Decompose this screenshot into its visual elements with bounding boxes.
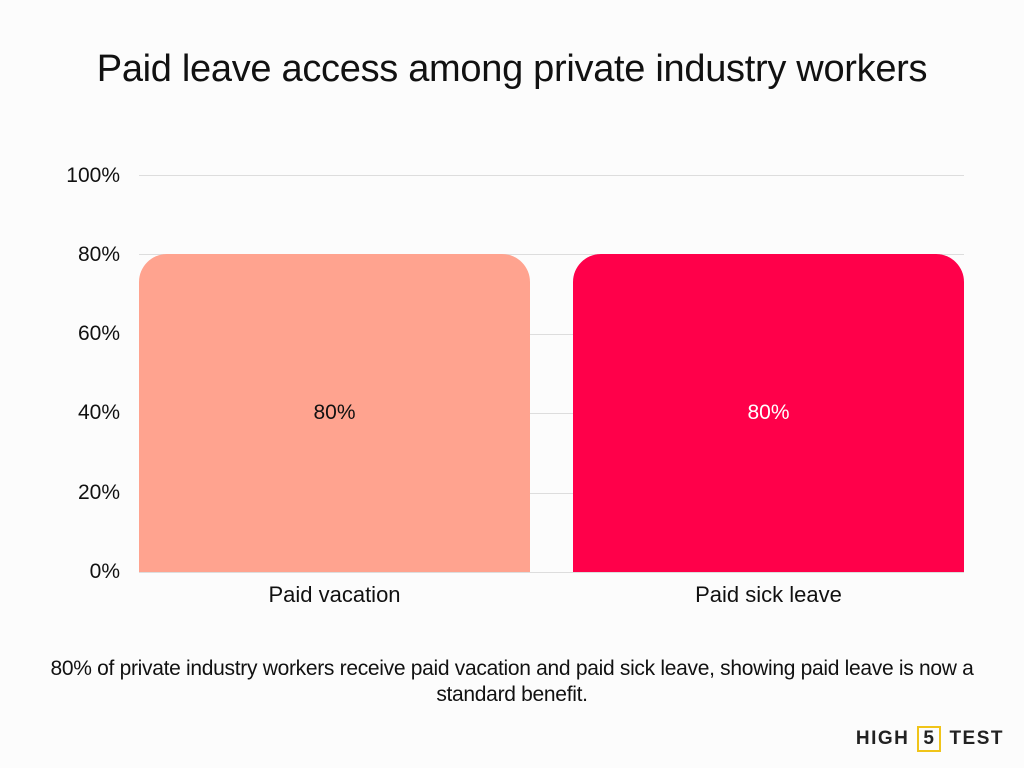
gridline-100 [139,175,964,176]
y-tick-label: 20% [77,481,120,504]
y-tick-label: 40% [77,401,120,424]
chart-caption: 80% of private industry workers receive … [50,657,974,706]
bar-paid-vacation: 80% [139,254,530,572]
gridline-40 [139,413,964,414]
brand-logo: HIGH 5 TEST [856,726,1004,752]
logo-text-left: HIGH [855,728,910,749]
y-tick-label: 60% [77,322,120,345]
logo-text-right: TEST [949,728,1004,749]
bar-paid-sick-leave: 80% [573,254,964,572]
gridline-20 [139,493,964,494]
gridline-0 [139,572,964,573]
x-tick-label: Paid sick leave [695,582,842,607]
bar-value-label: 80% [747,401,790,424]
y-tick-label: 100% [66,164,120,187]
y-tick-label: 0% [89,560,120,583]
x-tick-label: Paid vacation [268,582,401,607]
bar-value-label: 80% [313,401,356,424]
y-tick-label: 80% [77,243,120,266]
plot-area: 80% 80% [139,175,964,573]
gridline-60 [139,334,964,335]
gridline-80 [139,254,964,255]
chart-title: Paid leave access among private industry… [96,48,928,90]
logo-five-box: 5 [917,726,942,752]
